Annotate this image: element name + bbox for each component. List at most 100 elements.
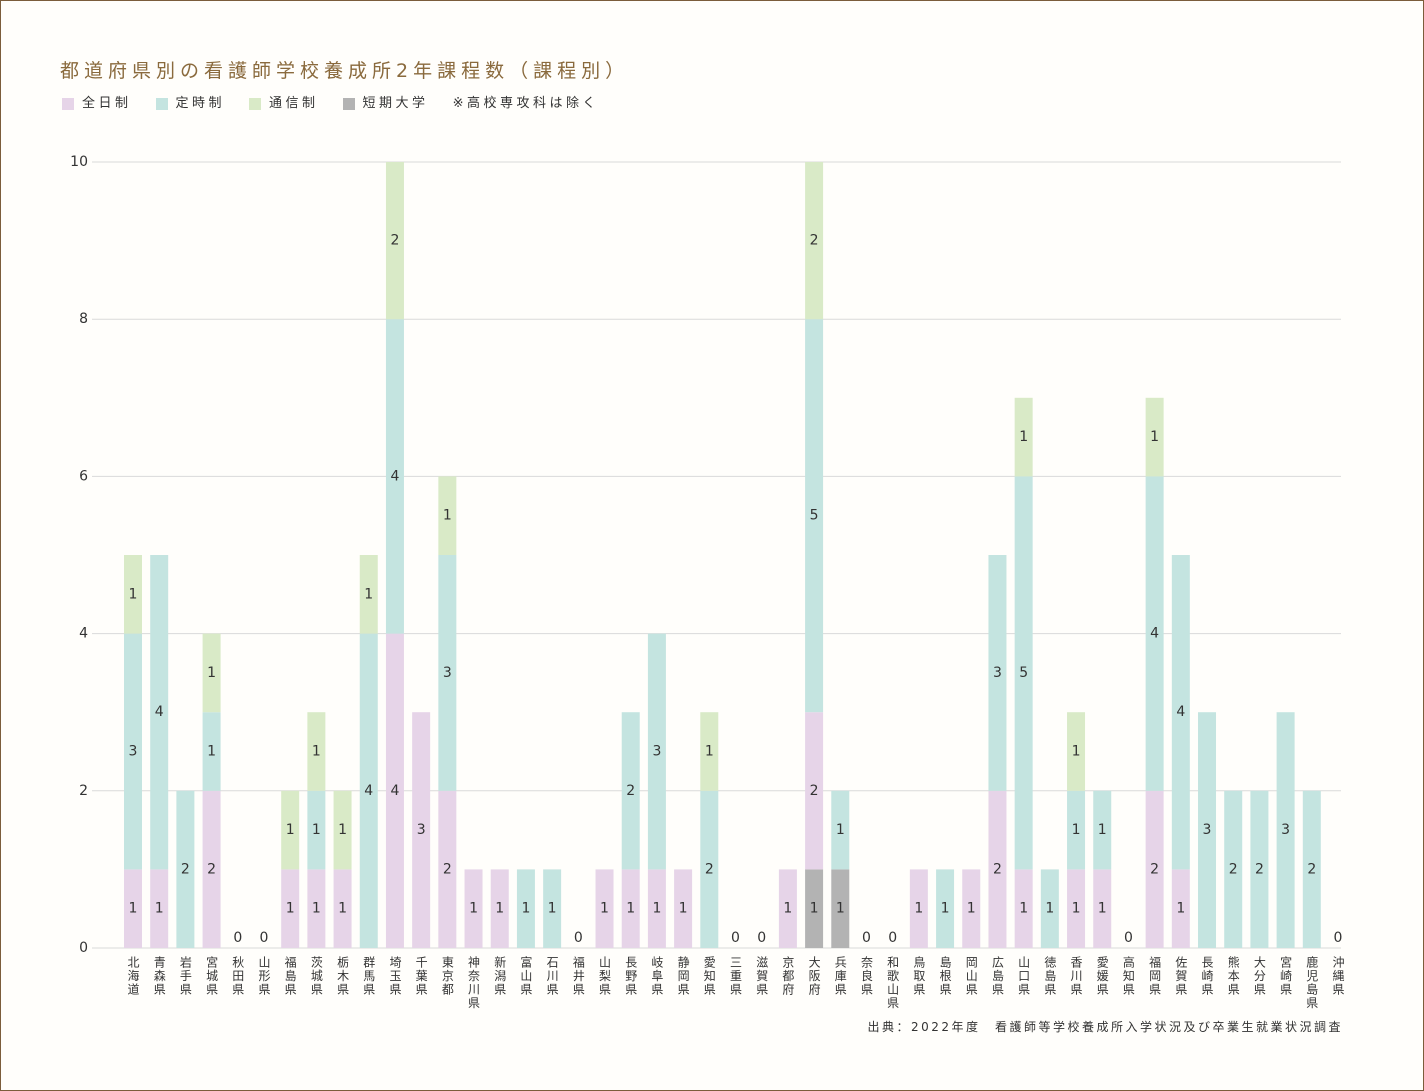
segment-value-label: 1 bbox=[364, 586, 373, 602]
legend-note-text: ※高校専攻科は除く bbox=[452, 96, 599, 111]
segment-value-label: 1 bbox=[1072, 901, 1081, 917]
zero-total-label: 0 bbox=[260, 930, 269, 946]
bar-segment bbox=[359, 555, 378, 634]
bar-segment bbox=[1093, 869, 1112, 948]
bar-segment bbox=[805, 162, 824, 320]
zero-total-label: 0 bbox=[757, 930, 766, 946]
segment-value-label: 1 bbox=[1072, 744, 1081, 760]
x-tick-label: 大阪府 bbox=[807, 956, 822, 997]
bar-segment bbox=[124, 869, 142, 948]
bar-segment bbox=[1302, 790, 1321, 948]
x-tick-label: 兵庫県 bbox=[833, 956, 848, 997]
bar-segment bbox=[1040, 869, 1059, 948]
bar-segment bbox=[150, 555, 169, 870]
bar-segment bbox=[516, 869, 535, 948]
segment-value-label: 1 bbox=[705, 744, 714, 760]
zero-total-label: 0 bbox=[1334, 930, 1343, 946]
bar-segment bbox=[1171, 869, 1190, 948]
legend-swatch-teijisei bbox=[155, 98, 168, 110]
x-tick-label: 石川県 bbox=[545, 956, 560, 997]
bar-segment bbox=[1067, 712, 1086, 791]
bar-segment bbox=[1145, 790, 1164, 948]
bar-segment bbox=[281, 790, 300, 870]
x-tick-label: 香川県 bbox=[1069, 956, 1084, 997]
segment-value-label: 1 bbox=[338, 822, 347, 838]
segment-value-label: 1 bbox=[1098, 822, 1107, 838]
bar-segment bbox=[700, 712, 719, 791]
x-tick-label: 岩手県 bbox=[178, 956, 193, 997]
segment-value-label: 1 bbox=[129, 586, 138, 602]
zero-total-label: 0 bbox=[888, 930, 897, 946]
segment-value-label: 4 bbox=[390, 468, 399, 484]
segment-value-label: 3 bbox=[1203, 822, 1212, 838]
x-tick-label: 広島県 bbox=[990, 956, 1005, 997]
segment-value-label: 2 bbox=[1255, 861, 1264, 877]
legend-swatch-zennichisei bbox=[62, 98, 74, 110]
x-tick-label: 宮崎県 bbox=[1278, 956, 1293, 997]
bar-segment bbox=[988, 790, 1007, 948]
legend-note: ※高校専攻科は除く bbox=[453, 95, 599, 113]
bar-segment bbox=[1067, 790, 1086, 870]
bar-segment bbox=[438, 476, 457, 555]
segment-value-label: 1 bbox=[836, 901, 845, 917]
x-tick-label: 山口県 bbox=[1016, 956, 1031, 997]
y-tick-label: 0 bbox=[79, 940, 88, 956]
y-tick-label: 6 bbox=[79, 468, 88, 484]
bar-segment bbox=[359, 633, 378, 948]
x-axis-labels: 北海道 青森県 岩手県 宮城県 秋田県 山形県 福島県 茨城県 栃木県 群馬県 埼玉県 千葉県 東京都神… bbox=[1, 1, 1345, 1010]
x-tick-label: 長崎県 bbox=[1200, 956, 1215, 997]
segment-value-label: 1 bbox=[469, 901, 478, 917]
x-tick-label: 熊本県 bbox=[1226, 956, 1241, 997]
segment-value-label: 2 bbox=[705, 861, 714, 877]
segment-value-label: 2 bbox=[1229, 861, 1238, 877]
legend-label-tsushinsei: 通信制 bbox=[269, 96, 319, 111]
source-note: 出典：2022年度 看護師等学校養成所入学状況及び卒業生就業状況調査 bbox=[867, 1020, 1343, 1034]
bar-segment bbox=[150, 869, 169, 948]
x-tick-label: 茨城県 bbox=[309, 956, 324, 997]
x-tick-label: 滋賀県 bbox=[754, 956, 769, 997]
legend-swatch-tanki-daigaku bbox=[342, 98, 355, 110]
x-tick-label: 徳島県 bbox=[1042, 956, 1057, 997]
segment-value-label: 1 bbox=[836, 822, 845, 838]
segment-value-label: 1 bbox=[1019, 901, 1028, 917]
x-tick-label: 山梨県 bbox=[597, 956, 612, 997]
segment-value-label: 1 bbox=[286, 822, 295, 838]
segment-value-label: 2 bbox=[810, 233, 819, 249]
segment-value-label: 2 bbox=[810, 783, 819, 799]
x-tick-label: 栃木県 bbox=[335, 956, 350, 997]
bar-segment bbox=[1014, 397, 1033, 477]
segment-value-label: 1 bbox=[967, 901, 976, 917]
x-tick-label: 鹿児島県 bbox=[1304, 956, 1319, 1010]
segment-value-label: 2 bbox=[1150, 861, 1159, 877]
bar-segment bbox=[385, 319, 404, 634]
zero-total-label: 0 bbox=[862, 930, 871, 946]
bar-segment bbox=[647, 869, 666, 948]
data-labels: 1 3 1 1 4 2 2 1 1 0 0 1 1 1 1 1 1 1 4 1 4 4 2 3 2 3 1 1 1 1 1 0 1 1 2 1 3 1 2 1… bbox=[129, 233, 1343, 946]
bar-segment bbox=[1276, 712, 1295, 948]
zero-total-label: 0 bbox=[574, 930, 583, 946]
bar-segment bbox=[333, 790, 352, 870]
segment-value-label: 1 bbox=[443, 508, 452, 524]
zero-total-label: 0 bbox=[731, 930, 740, 946]
x-tick-label: 岡山県 bbox=[964, 956, 979, 997]
x-tick-label: 長野県 bbox=[623, 956, 638, 997]
x-tick-label: 群馬県 bbox=[361, 956, 376, 997]
segment-value-label: 1 bbox=[286, 901, 295, 917]
y-axis-ticks: 0 2 4 6 8 10 bbox=[70, 154, 88, 956]
bar-segment bbox=[805, 712, 824, 870]
bar-segment bbox=[490, 869, 509, 948]
segment-value-label: 1 bbox=[1072, 822, 1081, 838]
bar-segment bbox=[621, 712, 640, 870]
bar-segment bbox=[831, 869, 850, 948]
bar-segment bbox=[307, 712, 326, 791]
legend-item-tsushinsei: 通信制 bbox=[249, 95, 319, 113]
segment-value-label: 2 bbox=[1307, 861, 1316, 877]
bar-segment bbox=[1093, 790, 1112, 870]
segment-value-label: 5 bbox=[1019, 665, 1028, 681]
bar-segment bbox=[202, 712, 221, 791]
x-tick-label: 新潟県 bbox=[492, 956, 507, 997]
bar-segment bbox=[307, 790, 326, 870]
chart-title: 都道府県別の看護師学校養成所2年課程数（課程別） bbox=[60, 60, 630, 82]
bar-segment bbox=[805, 869, 824, 948]
